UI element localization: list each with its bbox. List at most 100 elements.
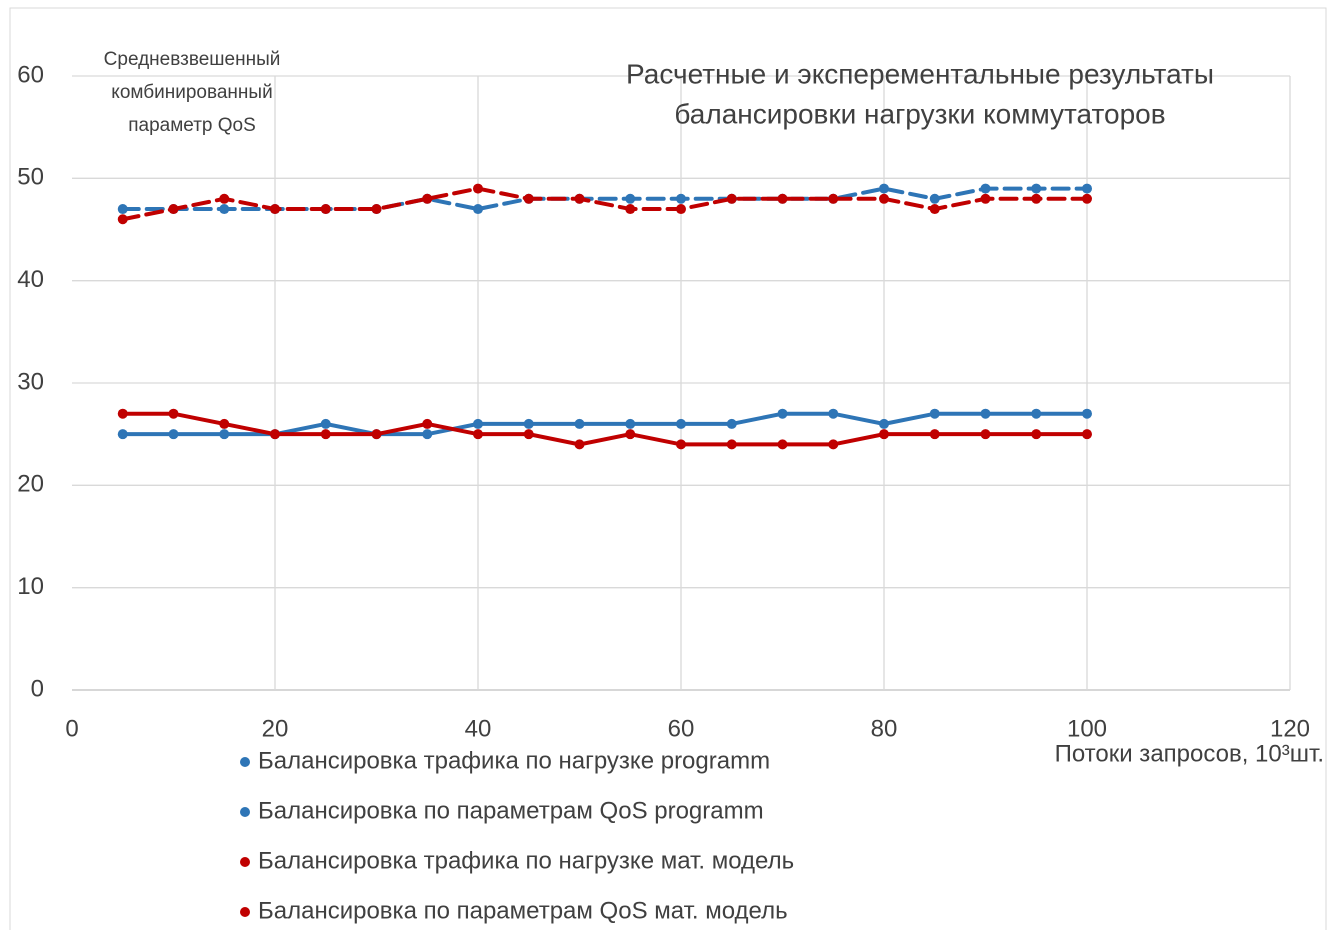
chart-title: балансировки нагрузки коммутаторов — [674, 98, 1165, 129]
data-point — [473, 418, 483, 429]
series-line — [120, 186, 1089, 212]
data-point — [879, 429, 889, 440]
x-tick-label: 100 — [1067, 715, 1107, 742]
data-point — [726, 439, 737, 450]
data-point — [879, 183, 889, 194]
data-point — [777, 439, 788, 450]
data-point — [320, 204, 331, 215]
data-point — [625, 193, 636, 204]
data-point — [726, 193, 737, 204]
data-point — [1031, 429, 1042, 440]
x-tick-label: 40 — [465, 715, 492, 742]
legend-marker — [240, 907, 250, 917]
y-tick-label: 20 — [17, 471, 44, 498]
data-point — [929, 429, 940, 440]
y-axis-label: Средневзвешенный — [104, 49, 281, 70]
data-point — [523, 193, 534, 204]
data-point — [422, 193, 433, 204]
data-point — [1031, 408, 1042, 419]
data-point — [168, 429, 179, 440]
x-tick-label: 80 — [871, 715, 898, 742]
data-point — [625, 418, 636, 429]
data-point — [117, 429, 128, 440]
data-point — [980, 183, 991, 194]
data-point — [676, 193, 686, 204]
data-point — [168, 204, 179, 215]
y-tick-label: 40 — [17, 266, 44, 293]
data-point — [1082, 429, 1092, 440]
data-point — [777, 408, 788, 419]
data-point — [929, 408, 940, 419]
data-point — [879, 193, 889, 204]
data-point — [980, 408, 991, 419]
data-point — [828, 439, 839, 450]
y-tick-label: 30 — [17, 368, 44, 395]
data-point — [219, 193, 230, 204]
x-tick-label: 60 — [668, 715, 695, 742]
data-point — [523, 418, 534, 429]
data-point — [371, 204, 382, 215]
y-axis-label: параметр QoS — [128, 115, 256, 136]
data-point — [1082, 193, 1092, 204]
data-point — [777, 193, 788, 204]
data-point — [676, 439, 686, 450]
data-point — [219, 204, 230, 215]
data-point — [828, 408, 839, 419]
data-point — [371, 429, 382, 440]
data-point — [270, 204, 280, 215]
legend-marker — [240, 807, 250, 817]
legend-marker — [240, 857, 250, 867]
data-point — [270, 429, 280, 440]
data-point — [980, 193, 991, 204]
data-point — [1082, 183, 1092, 194]
x-tick-label: 120 — [1270, 715, 1310, 742]
legend-label: Балансировка по параметрам QoS programm — [258, 797, 764, 824]
x-tick-label: 0 — [65, 715, 78, 742]
data-point — [320, 429, 331, 440]
data-point — [219, 418, 230, 429]
x-tick-label: 20 — [262, 715, 289, 742]
data-point — [726, 418, 737, 429]
data-point — [625, 204, 636, 215]
y-tick-label: 10 — [17, 573, 44, 600]
data-point — [422, 429, 433, 440]
data-point — [320, 418, 331, 429]
data-point — [574, 193, 585, 204]
data-point — [828, 193, 839, 204]
series-line — [120, 186, 1089, 222]
data-point — [117, 204, 128, 215]
chart-title: Расчетные и эксперементальные результаты — [626, 58, 1214, 89]
data-point — [574, 439, 585, 450]
series-line — [120, 411, 1089, 447]
data-point — [676, 418, 686, 429]
data-point — [473, 204, 483, 215]
data-point — [473, 183, 483, 194]
data-point — [523, 429, 534, 440]
data-point — [574, 418, 585, 429]
legend-label: Балансировка трафика по нагрузке program… — [258, 747, 770, 774]
data-point — [473, 429, 483, 440]
data-point — [1082, 408, 1092, 419]
data-point — [929, 193, 940, 204]
y-tick-label: 60 — [17, 61, 44, 88]
data-point — [929, 204, 940, 215]
y-tick-label: 0 — [31, 675, 44, 702]
data-point — [879, 418, 889, 429]
data-point — [168, 408, 179, 419]
x-axis-label: Потоки запросов, 10³шт. — [1055, 740, 1324, 767]
data-point — [980, 429, 991, 440]
data-point — [1031, 183, 1042, 194]
legend-marker — [240, 757, 250, 767]
data-point — [117, 214, 128, 225]
y-axis-label: комбинированный — [111, 82, 272, 103]
data-point — [219, 429, 230, 440]
legend-label: Балансировка по параметрам QoS мат. моде… — [258, 897, 788, 924]
data-point — [422, 418, 433, 429]
data-point — [676, 204, 686, 215]
data-point — [117, 408, 128, 419]
y-tick-label: 50 — [17, 164, 44, 191]
data-point — [1031, 193, 1042, 204]
chart-frame — [9, 7, 1327, 930]
legend-label: Балансировка трафика по нагрузке мат. мо… — [258, 847, 794, 874]
